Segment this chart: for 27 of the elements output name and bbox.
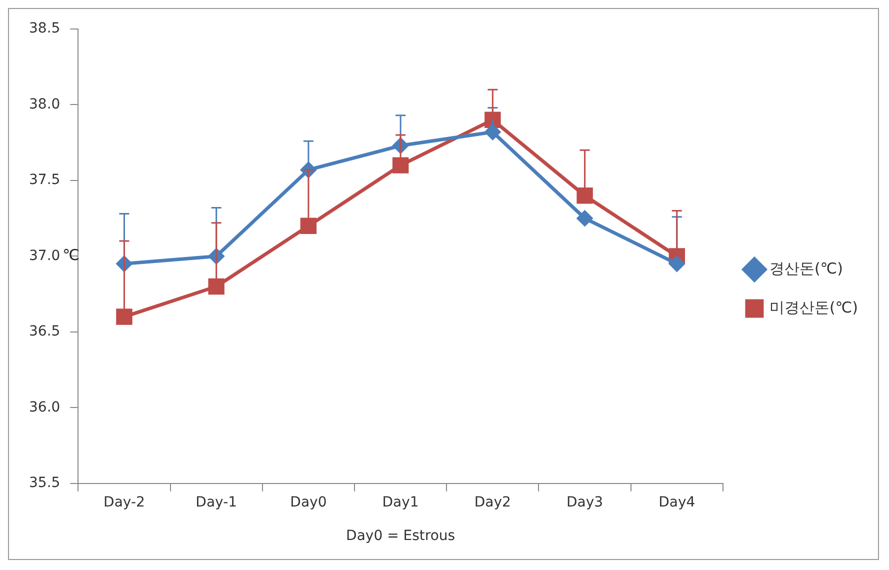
y-tick-label: 35.5 — [29, 475, 60, 492]
point — [116, 308, 132, 325]
point — [392, 157, 409, 174]
legend-label: 경산돈(℃) — [769, 259, 844, 278]
legend-label: 미경산돈(℃) — [769, 298, 858, 316]
point — [208, 278, 224, 295]
x-tick-label: Day0 — [290, 494, 327, 510]
x-tick-label: Day1 — [382, 494, 419, 510]
x-tick-label: Day3 — [566, 494, 604, 510]
point — [484, 112, 501, 128]
point — [300, 218, 317, 234]
y-tick-label: 36.5 — [29, 324, 60, 340]
x-tick-label: Day-2 — [104, 494, 145, 510]
y-tick-label: 38.5 — [29, 20, 60, 37]
point — [576, 188, 593, 204]
x-tick-label: Day4 — [658, 494, 696, 510]
x-tick-label: Day-1 — [196, 494, 238, 510]
y-axis-title: ℃ — [62, 246, 80, 264]
point — [577, 210, 593, 226]
y-tick-label: 37.0 — [29, 248, 60, 264]
x-tick-label: Day2 — [474, 494, 511, 510]
x-axis-title: Day0 = Estrous — [346, 528, 456, 544]
y-tick-label: 36.0 — [29, 399, 60, 416]
y-tick-label: 38.0 — [29, 96, 60, 112]
point — [669, 256, 685, 272]
point — [484, 124, 500, 140]
y-tick-label: 37.5 — [29, 172, 60, 188]
